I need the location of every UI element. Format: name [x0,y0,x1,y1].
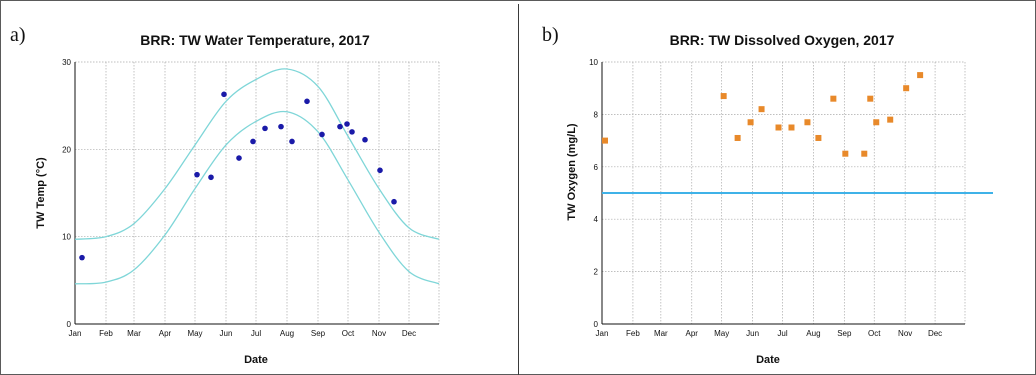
panel-b: b) BRR: TW Dissolved Oxygen, 2017 Date T… [519,4,1036,375]
data-point [236,155,242,161]
data-point [250,138,256,145]
chart-title: BRR: TW Water Temperature, 2017 [140,32,370,48]
y-tick-label: 10 [62,233,71,242]
panel-divider [518,4,519,375]
chart-b-svg: BRR: TW Dissolved Oxygen, 2017 Date TW O… [566,32,993,366]
data-point [734,134,741,141]
data-point [349,129,355,135]
data-point [289,138,295,145]
x-tick-label: Jan [596,329,609,338]
y-tick-label: 20 [62,145,71,154]
x-tick-label: Nov [898,329,912,338]
x-tick-label: Sep [837,329,852,338]
data-point [867,95,874,102]
data-point [758,106,765,113]
x-tick-label: May [187,329,202,338]
data-point [344,121,350,127]
data-point [842,150,849,157]
data-point [903,85,910,92]
x-tick-label: Dec [928,329,942,338]
data-point [194,171,200,178]
x-tick-label: Jul [251,329,261,338]
x-tick-label: Aug [280,329,294,338]
data-point [830,95,837,102]
x-axis-label: Date [756,354,780,366]
plot-area [74,61,440,325]
data-point [747,119,754,126]
x-tick-label: Sep [311,329,326,338]
chart-title: BRR: TW Dissolved Oxygen, 2017 [670,32,895,48]
x-tick-label: Jan [69,329,82,338]
y-axis-label: TW Temp (°C) [35,157,47,229]
data-point [377,167,383,174]
data-point [221,91,227,98]
data-point [391,198,397,205]
x-axis-label: Date [244,354,268,366]
x-tick-label: Oct [342,329,355,338]
data-point [79,254,85,261]
data-point [601,137,608,144]
data-point [304,98,310,105]
x-tick-label: Oct [868,329,881,338]
upper-band-line [74,68,440,240]
data-point [362,136,368,143]
data-point [337,123,343,130]
data-point [887,116,894,123]
x-tick-label: Feb [99,329,113,338]
y-tick-label: 10 [589,58,598,67]
data-point [861,150,868,157]
chart-a-svg: BRR: TW Water Temperature, 2017 Date TW … [35,32,440,366]
data-point [873,119,880,126]
x-tick-label: Nov [372,329,386,338]
data-point [319,131,325,138]
y-tick-label: 4 [594,215,599,224]
data-point [720,93,727,100]
panel-letter-b: b) [542,24,559,46]
x-tick-label: Aug [806,329,820,338]
data-point [804,119,811,126]
y-tick-label: 2 [594,268,599,277]
x-tick-label: Jun [746,329,759,338]
y-tick-label: 8 [594,110,599,119]
data-point [262,125,268,132]
x-tick-label: Jul [777,329,787,338]
x-tick-label: Mar [127,329,141,338]
y-tick-label: 6 [594,163,599,172]
x-tick-label: Jun [220,329,233,338]
data-point [917,72,924,79]
x-tick-label: Feb [626,329,640,338]
x-tick-label: Apr [686,329,699,338]
y-axis-label: TW Oxygen (mg/L) [566,123,578,221]
data-point [775,124,782,131]
data-point [208,174,214,181]
plot-area [601,61,993,325]
lower-band-line [74,110,440,285]
x-tick-label: May [714,329,729,338]
x-tick-label: Apr [159,329,172,338]
data-point [278,123,284,130]
x-tick-label: Mar [654,329,668,338]
y-tick-label: 30 [62,58,71,67]
y-tick-label: 0 [594,320,599,329]
panel-a: a) BRR: TW Water Temperature, 2017 Date … [0,4,518,375]
panel-letter-a: a) [10,24,26,46]
data-point [788,124,795,131]
x-tick-label: Dec [402,329,416,338]
y-tick-label: 0 [67,320,72,329]
data-point [815,134,822,141]
